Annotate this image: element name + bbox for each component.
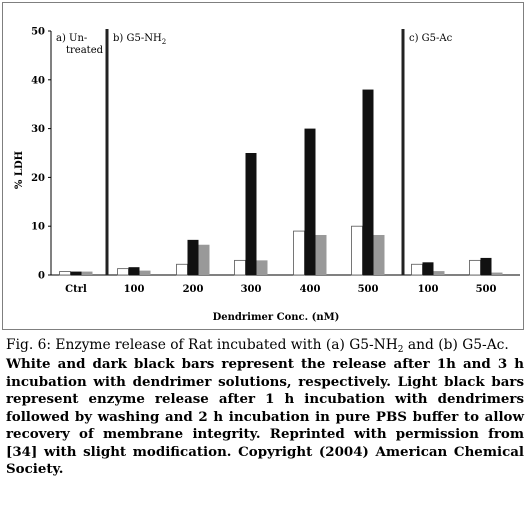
x-tick-label: 400 xyxy=(300,284,321,295)
y-tick-label: 40 xyxy=(31,75,45,86)
panel-label-a-line2: treated xyxy=(66,45,104,56)
bar xyxy=(411,263,423,276)
bar xyxy=(293,230,305,276)
bar xyxy=(422,262,434,275)
bar xyxy=(234,259,246,276)
x-axis-title: Dendrimer Conc. (nM) xyxy=(213,312,340,323)
y-tick-label: 30 xyxy=(31,124,45,135)
panel-label-a: a) Un- xyxy=(56,33,87,44)
caption-body: White and dark black bars represent the … xyxy=(6,356,524,477)
x-tick-label: 100 xyxy=(124,284,145,295)
bar xyxy=(245,153,257,275)
bar xyxy=(117,268,129,276)
bar xyxy=(351,225,363,276)
x-tick-label: 200 xyxy=(183,284,204,295)
panel-label-c: c) G5-Ac xyxy=(409,33,453,44)
bar xyxy=(433,271,445,275)
bar xyxy=(139,270,151,275)
bar xyxy=(304,128,316,275)
panel-label-b: b) G5-NH2 xyxy=(113,33,166,46)
caption-title-post: and (b) G5-Ac. xyxy=(403,337,509,353)
bar xyxy=(128,267,140,275)
panel-divider xyxy=(105,29,109,275)
bar xyxy=(187,239,199,275)
bar xyxy=(315,234,327,275)
bar xyxy=(480,257,492,275)
y-tick-label: 20 xyxy=(31,173,45,184)
caption-title: Fig. 6: Enzyme release of Rat incubated … xyxy=(6,336,524,355)
caption-title-pre: Fig. 6: Enzyme release of Rat incubated … xyxy=(6,337,398,353)
bar xyxy=(70,271,82,275)
y-axis-title: % LDH xyxy=(14,151,25,189)
bar xyxy=(362,89,374,275)
panel-label-b-main: b) G5-NH xyxy=(113,33,162,44)
x-tick-label: 500 xyxy=(476,284,497,295)
figure-frame xyxy=(2,2,524,330)
y-tick-label: 10 xyxy=(31,222,45,233)
y-tick-label: 50 xyxy=(31,27,45,38)
bar xyxy=(469,259,481,276)
y-tick-label: 0 xyxy=(38,271,45,282)
bar xyxy=(176,263,188,276)
x-tick-label: Ctrl xyxy=(65,284,87,295)
bar xyxy=(491,272,503,275)
x-tick-label: 300 xyxy=(241,284,262,295)
figure-caption: Fig. 6: Enzyme release of Rat incubated … xyxy=(6,336,524,479)
panel-divider xyxy=(401,29,405,275)
bar xyxy=(59,271,71,276)
bar xyxy=(81,271,93,275)
x-tick-label: 500 xyxy=(358,284,379,295)
x-tick-label: 100 xyxy=(418,284,439,295)
panel-label-b-sub: 2 xyxy=(162,38,166,46)
bar xyxy=(256,260,268,275)
ldh-bar-chart: 0 10 20 30 40 50 Ctrl 100 200 300 400 500 100 500 % L… xyxy=(14,27,520,323)
caption-title-sub: 2 xyxy=(397,345,404,355)
bar xyxy=(198,244,210,275)
bar xyxy=(373,234,385,275)
